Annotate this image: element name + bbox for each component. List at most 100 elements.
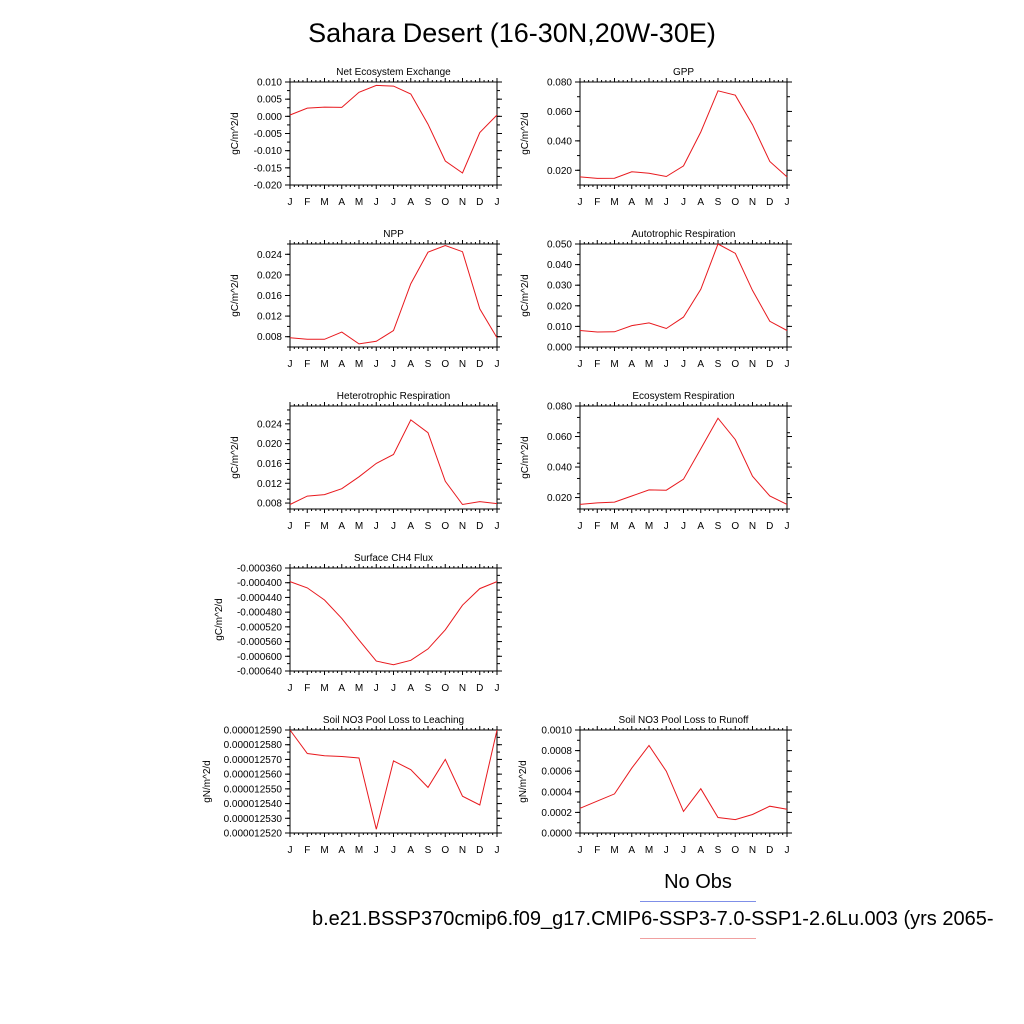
x-tick-label: A [697,197,704,208]
y-axis-label: gC/m^2/d [520,436,531,479]
y-tick-label: -0.000520 [237,622,282,633]
x-tick-label: O [731,521,739,532]
x-tick-label: O [441,683,449,694]
plot-frame [579,81,788,186]
x-tick-label: J [374,521,379,532]
y-tick-label: -0.000600 [237,652,282,663]
x-tick-label: S [715,845,722,856]
x-tick-label: J [391,683,396,694]
x-tick-label: A [628,845,635,856]
y-tick-label: -0.020 [254,181,283,192]
y-tick-label: 0.016 [257,459,282,470]
y-axis-label: gC/m^2/d [520,274,531,317]
x-tick-label: A [697,359,704,370]
y-tick-label: 0.012 [257,312,282,323]
series-line [579,243,788,333]
y-tick-label: 0.010 [547,322,572,333]
series-line [289,244,498,345]
x-tick-label: S [425,359,432,370]
y-tick-label: 0.020 [257,439,282,450]
x-tick-label: O [441,197,449,208]
x-tick-label: D [476,521,483,532]
x-tick-label: O [731,197,739,208]
y-tick-label: -0.000360 [237,564,282,575]
x-tick-label: J [785,845,790,856]
x-tick-label: M [320,683,328,694]
y-tick-label: 0.020 [547,301,572,312]
x-tick-label: J [681,521,686,532]
y-tick-label: 0.040 [547,463,572,474]
y-axis-label: gC/m^2/d [230,112,241,155]
x-tick-label: S [715,359,722,370]
y-tick-label: 0.000012570 [224,755,283,766]
x-tick-label: N [459,521,466,532]
y-tick-label: 0.000012580 [224,740,283,751]
x-tick-label: J [391,359,396,370]
x-tick-label: J [664,845,669,856]
x-tick-label: J [391,521,396,532]
panel-title: Soil NO3 Pool Loss to Runoff [619,715,749,726]
legend-obs-line [640,901,756,902]
plot-frame [289,81,498,186]
x-tick-label: J [374,197,379,208]
x-tick-label: M [355,683,363,694]
x-tick-label: J [374,845,379,856]
x-tick-label: D [476,683,483,694]
y-tick-label: 0.000012540 [224,799,283,810]
y-tick-label: 0.000 [257,112,282,123]
y-tick-label: 0.080 [547,402,572,413]
x-tick-label: D [766,197,773,208]
x-tick-label: A [628,197,635,208]
panel-title: Soil NO3 Pool Loss to Leaching [323,715,464,726]
y-tick-label: 0.000 [547,343,572,354]
x-tick-label: A [407,683,414,694]
x-tick-label: A [697,845,704,856]
x-tick-label: F [304,197,310,208]
y-tick-label: -0.010 [254,146,283,157]
x-tick-label: M [355,359,363,370]
y-tick-label: 0.060 [547,432,572,443]
y-tick-label: 0.012 [257,479,282,490]
figure-title: Sahara Desert (16-30N,20W-30E) [308,18,716,48]
y-tick-label: -0.015 [254,163,283,174]
series-line [289,84,498,174]
y-axis-label: gC/m^2/d [230,436,241,479]
panel-title: NPP [383,229,404,240]
x-tick-label: M [645,359,653,370]
x-tick-label: J [288,521,293,532]
x-tick-label: M [645,845,653,856]
x-tick-label: S [715,521,722,532]
x-tick-label: J [578,359,583,370]
x-tick-label: J [495,197,500,208]
x-tick-label: J [391,197,396,208]
x-tick-label: N [459,683,466,694]
y-tick-label: 0.024 [257,419,282,430]
x-tick-label: N [459,845,466,856]
x-tick-label: A [407,359,414,370]
x-tick-label: F [304,359,310,370]
plot-frame [289,729,498,834]
x-tick-label: J [785,359,790,370]
y-tick-label: 0.010 [257,78,282,89]
panel-title: Net Ecosystem Exchange [336,67,451,78]
x-tick-label: J [681,197,686,208]
x-tick-label: F [304,683,310,694]
y-tick-label: 0.050 [547,240,572,251]
x-tick-label: J [495,359,500,370]
x-tick-label: A [338,683,345,694]
x-tick-label: F [594,197,600,208]
panel-title: Autotrophic Respiration [632,229,736,240]
x-tick-label: N [459,359,466,370]
x-tick-label: J [681,845,686,856]
x-tick-label: M [355,521,363,532]
x-tick-label: D [766,521,773,532]
y-axis-label: gC/m^2/d [230,274,241,317]
y-tick-label: 0.000012530 [224,814,283,825]
